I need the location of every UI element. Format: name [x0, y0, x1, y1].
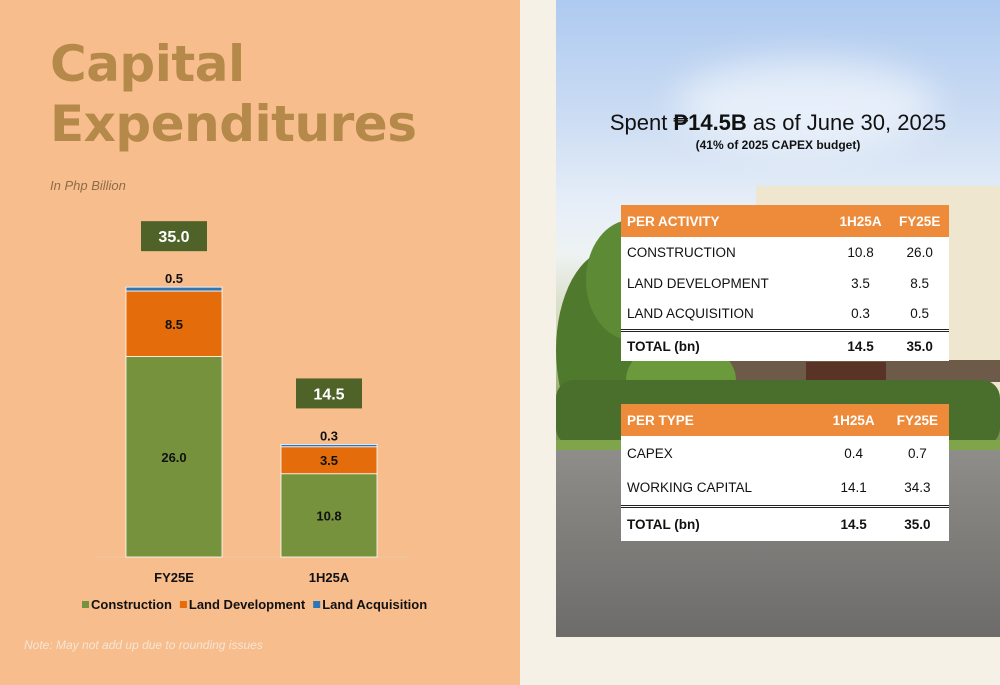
row-value-1h25a: 10.8 — [847, 245, 874, 260]
row-value-fy25e: 8.5 — [910, 276, 930, 291]
legend-label: Land Acquisition — [322, 597, 427, 612]
row-value-fy25e: 34.3 — [904, 480, 931, 496]
cloud-shape — [676, 60, 936, 150]
legend-swatch — [179, 601, 187, 608]
left-panel: Capital Expenditures In Php Billion 26.0… — [0, 0, 520, 685]
capex-stacked-bar-chart: 26.0 8.5 0.5 35.0 FY25E 10.8 3.5 0.3 14.5 1H25A Co… — [82, 221, 427, 612]
row-value-1h25a: 0.3 — [851, 306, 870, 322]
total-label: TOTAL (bn) — [621, 328, 831, 361]
total-label: 35.0 — [158, 229, 189, 246]
budget-percentage: (41% of 2025 CAPEX budget) — [695, 138, 861, 152]
row-label: CONSTRUCTION — [627, 245, 736, 260]
legend-swatch — [313, 601, 321, 608]
header-1h25a: 1H25A — [821, 404, 886, 436]
per-type-table: PER TYPE 1H25A FY25E CAPEX 0.4 0.7 WORKI… — [621, 404, 949, 541]
title-line-2: Expenditures — [50, 95, 417, 153]
data-label: 10.8 — [316, 508, 341, 523]
row-label: LAND DEVELOPMENT — [627, 276, 769, 291]
table-row: WORKING CAPITAL 14.1 34.3 — [621, 471, 949, 506]
total-label: 14.5 — [313, 386, 344, 403]
rounding-note: Note: May not add up due to rounding iss… — [24, 638, 263, 652]
bar-segment-land-acquisition — [280, 444, 378, 448]
table-header-row: PER TYPE 1H25A FY25E — [621, 404, 949, 436]
x-tick-label: 1H25A — [309, 570, 350, 585]
total-fy25e: 35.0 — [885, 504, 949, 541]
total-1h25a: 14.5 — [830, 328, 891, 361]
spent-headline: Spent ₱14.5B as of June 30, 2025 — [556, 110, 1000, 136]
legend-label: Construction — [91, 597, 172, 612]
data-label: 0.5 — [165, 271, 183, 286]
header-fy25e: FY25E — [890, 205, 949, 237]
data-label: 8.5 — [165, 317, 183, 332]
table-row: LAND DEVELOPMENT 3.5 8.5 — [621, 268, 949, 299]
bar-segment-construction — [280, 473, 378, 558]
per-activity-table: PER ACTIVITY 1H25A FY25E CONSTRUCTION 10… — [621, 205, 949, 361]
page-title: Capital Expenditures — [50, 34, 417, 154]
total-badge — [296, 378, 362, 409]
bar-segment-land-development — [280, 446, 378, 475]
row-value-1h25a: 0.4 — [844, 446, 864, 461]
row-value-1h25a: 3.5 — [851, 276, 870, 291]
row-label: WORKING CAPITAL — [627, 480, 753, 496]
headline-prefix: Spent — [609, 110, 674, 135]
total-label: TOTAL (bn) — [621, 504, 822, 541]
total-row: TOTAL (bn) 14.5 35.0 — [621, 328, 949, 361]
table-row: CAPEX 0.4 0.7 — [621, 436, 949, 471]
row-value-1h25a: 14.1 — [840, 480, 867, 496]
data-label: 0.3 — [320, 428, 338, 443]
header-fy25e: FY25E — [885, 404, 949, 436]
bar-segment-land-development — [125, 290, 223, 357]
table-row: LAND ACQUISITION 0.3 0.5 — [621, 299, 949, 330]
header-1h25a: 1H25A — [830, 205, 891, 237]
table-row: CONSTRUCTION 10.8 26.0 — [621, 237, 949, 268]
total-badge — [141, 221, 207, 252]
data-label: 3.5 — [320, 453, 338, 468]
table-header-row: PER ACTIVITY 1H25A FY25E — [621, 205, 949, 237]
bar-segment-land-acquisition — [125, 286, 223, 292]
title-line-1: Capital — [50, 35, 245, 93]
row-label: CAPEX — [627, 446, 673, 461]
legend-swatch — [82, 601, 89, 608]
x-tick-label: FY25E — [154, 570, 194, 585]
headline-suffix: as of June 30, 2025 — [746, 110, 947, 135]
total-row: TOTAL (bn) 14.5 35.0 — [621, 504, 949, 541]
legend-label: Land Development — [189, 597, 306, 612]
unit-subtitle: In Php Billion — [50, 178, 126, 193]
data-label: 26.0 — [161, 450, 186, 465]
header-per-activity: PER ACTIVITY — [621, 205, 831, 237]
row-value-fy25e: 26.0 — [906, 245, 933, 260]
header-per-type: PER TYPE — [621, 404, 822, 436]
headline-amount: ₱14.5B — [673, 110, 747, 135]
row-label: LAND ACQUISITION — [627, 306, 754, 322]
row-value-fy25e: 0.5 — [910, 306, 930, 322]
total-1h25a: 14.5 — [821, 504, 886, 541]
total-fy25e: 35.0 — [890, 328, 949, 361]
row-value-fy25e: 0.7 — [908, 446, 927, 461]
